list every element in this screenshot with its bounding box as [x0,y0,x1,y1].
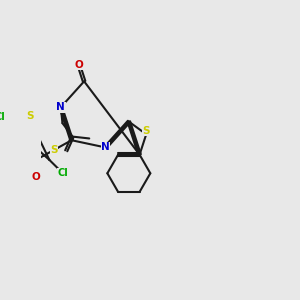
Text: S: S [142,126,150,136]
Text: Cl: Cl [0,112,6,122]
Text: O: O [74,60,83,70]
Text: Cl: Cl [57,168,68,178]
Text: O: O [32,172,41,182]
Text: N: N [56,102,65,112]
Text: S: S [27,111,34,121]
Text: N: N [101,142,110,152]
Text: S: S [50,145,58,155]
